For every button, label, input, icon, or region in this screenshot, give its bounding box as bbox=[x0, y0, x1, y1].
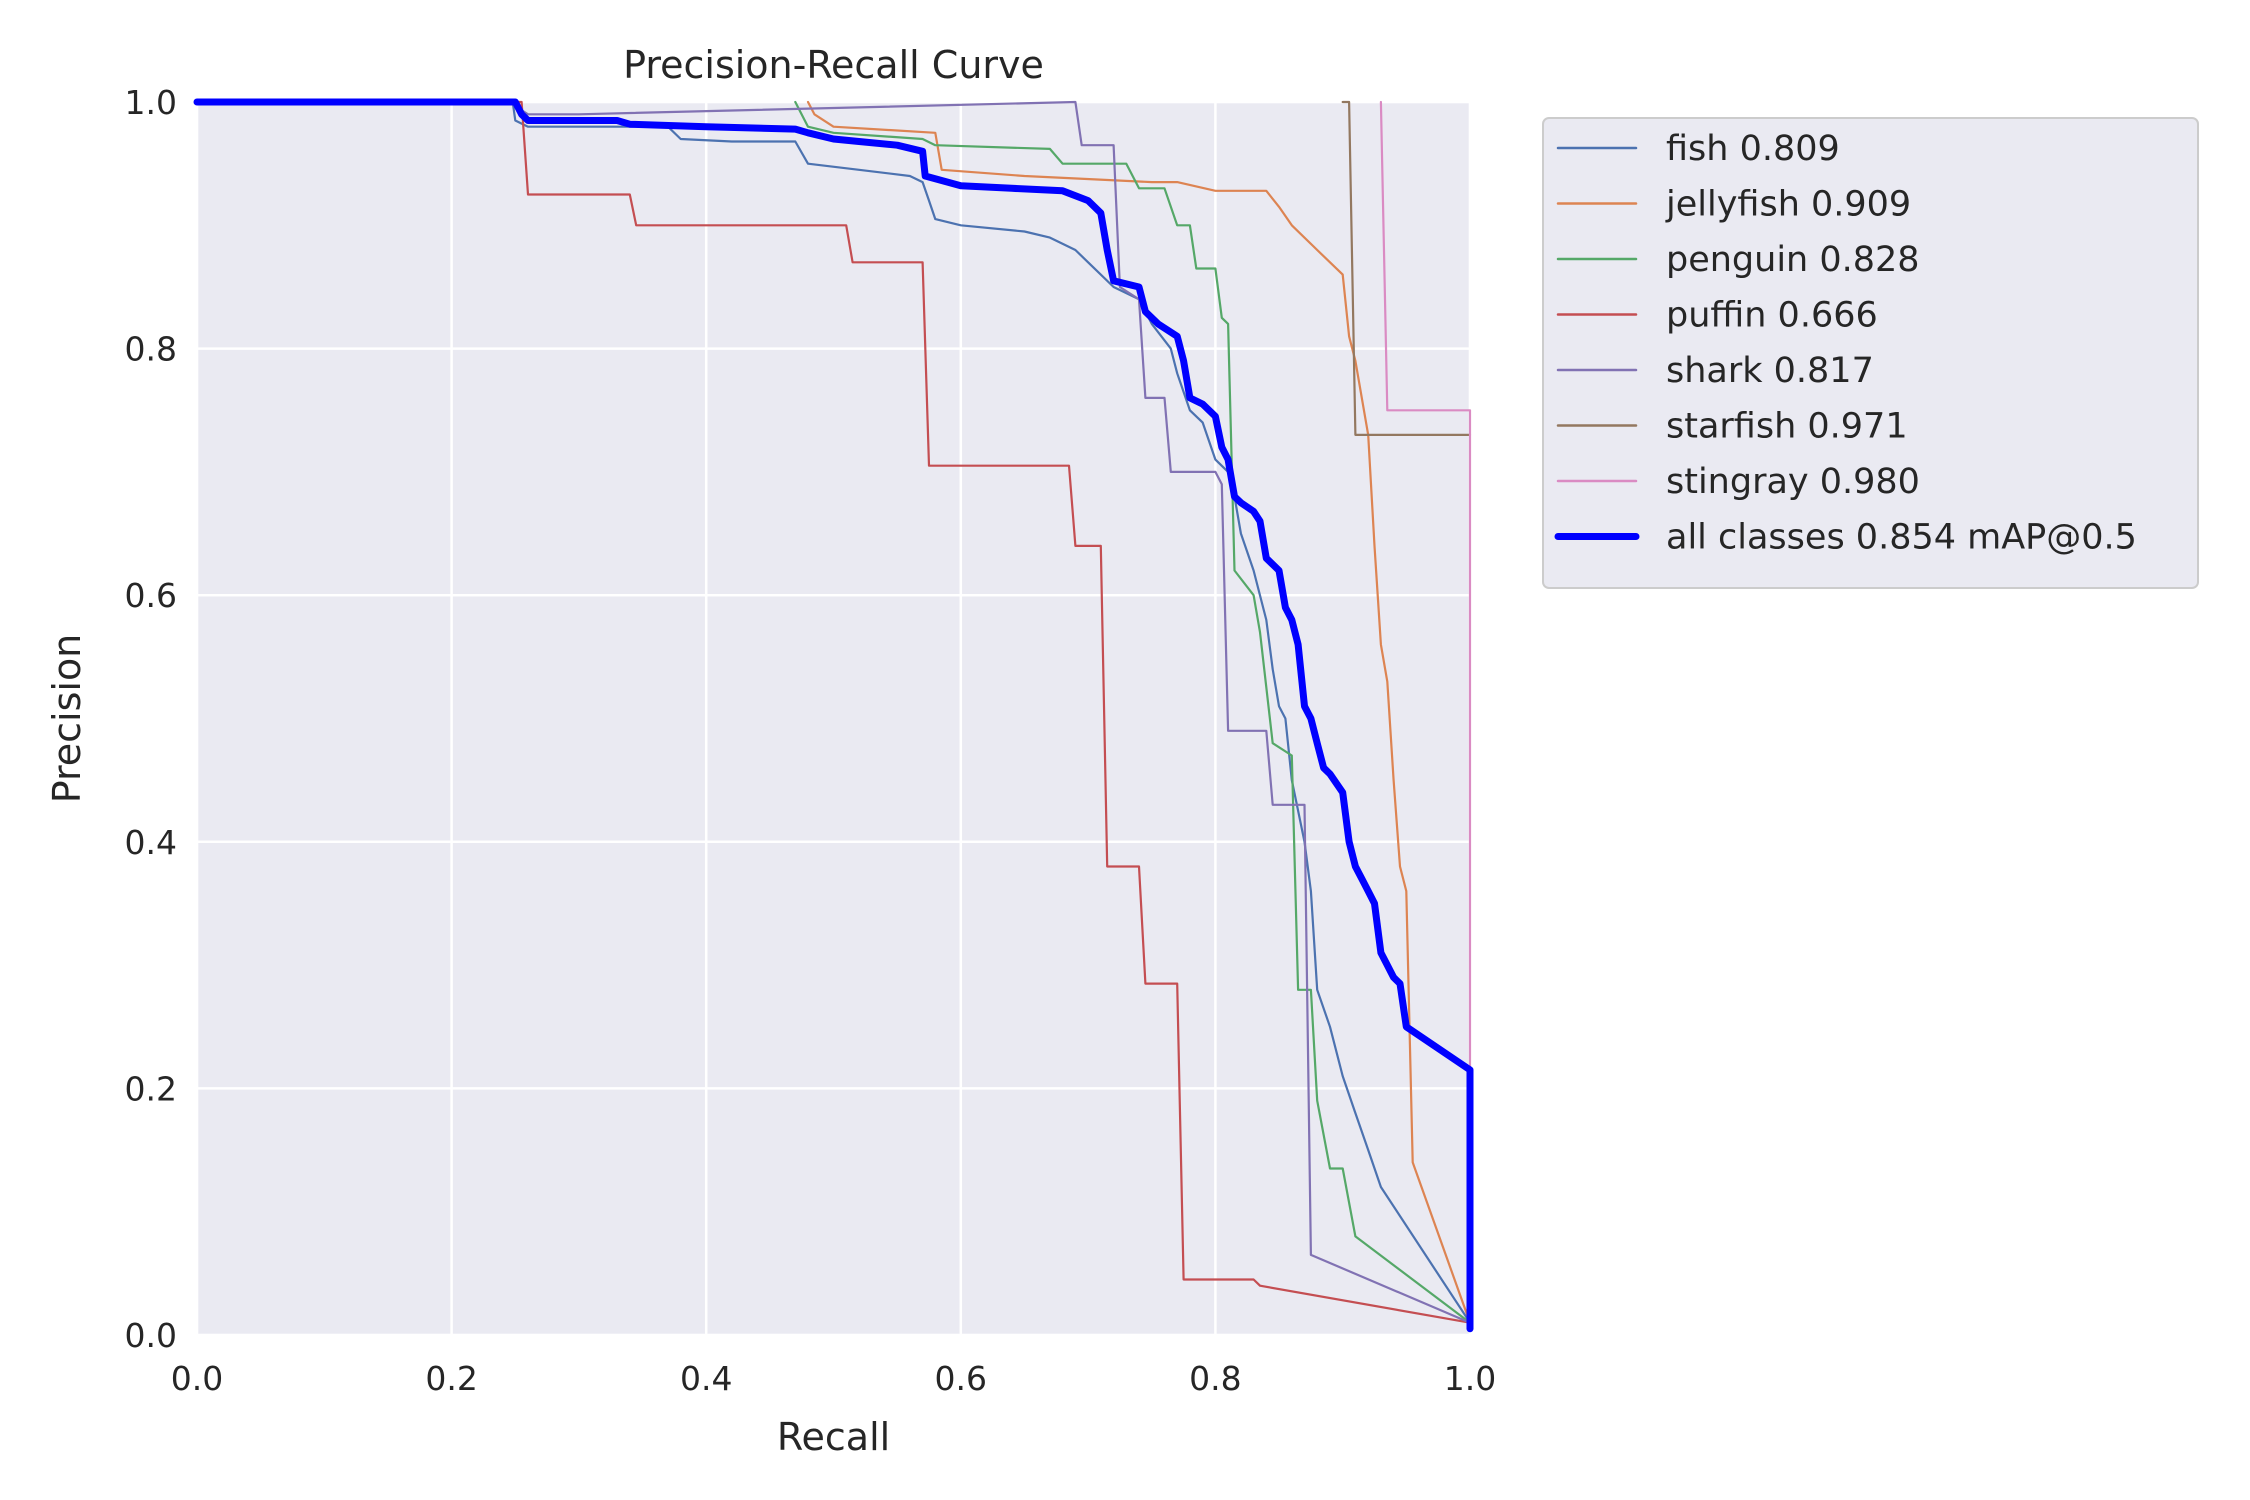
x-tick-label: 1.0 bbox=[1444, 1359, 1496, 1398]
series-line-1 bbox=[806, 100, 1472, 1324]
y-tick-label: 0.4 bbox=[125, 823, 177, 862]
series-lines bbox=[193, 98, 1474, 1333]
y-tick-label: 0.0 bbox=[125, 1316, 177, 1355]
grid-lines bbox=[195, 100, 1472, 1337]
series-line-4 bbox=[507, 100, 1472, 1324]
x-tick-label: 0.8 bbox=[1189, 1359, 1241, 1398]
legend-label: penguin 0.828 bbox=[1666, 240, 1920, 280]
x-tick-label: 0.2 bbox=[425, 1359, 477, 1398]
series-line-6 bbox=[1379, 100, 1472, 1324]
y-tick-label: 0.8 bbox=[125, 330, 177, 369]
y-tick-label: 1.0 bbox=[125, 83, 177, 122]
legend-box bbox=[1542, 117, 2199, 589]
x-tick-label: 0.4 bbox=[680, 1359, 732, 1398]
axis-ticks: 0.0 0.2 0.4 0.6 0.8 1.0 0.0 0.2 0.4 0.6 0.8 1.0 bbox=[125, 83, 1497, 1398]
x-tick-label: 0.6 bbox=[935, 1359, 987, 1398]
x-tick-label: 0.0 bbox=[171, 1359, 223, 1398]
plot-area bbox=[197, 102, 1470, 1335]
x-axis-label: Recall bbox=[777, 1415, 890, 1459]
series-line-7 bbox=[193, 98, 1474, 1333]
y-tick-label: 0.6 bbox=[125, 576, 177, 615]
legend-label: fish 0.809 bbox=[1666, 129, 1840, 169]
y-axis-label: Precision bbox=[45, 634, 89, 804]
y-tick-label: 0.2 bbox=[125, 1069, 177, 1108]
legend-label: puffin 0.666 bbox=[1666, 296, 1878, 336]
legend-label: starfish 0.971 bbox=[1666, 407, 1908, 447]
series-line-5 bbox=[1341, 100, 1472, 436]
legend-label: shark 0.817 bbox=[1666, 351, 1874, 391]
series-line-2 bbox=[794, 100, 1472, 1324]
legend: fish 0.809 jellyfish 0.909 penguin 0.828 pu… bbox=[1542, 117, 2199, 589]
series-line-0 bbox=[195, 100, 1472, 1324]
legend-label: all classes 0.854 mAP@0.5 bbox=[1666, 518, 2137, 558]
chart-title: Precision-Recall Curve bbox=[623, 43, 1044, 87]
legend-label: jellyfish 0.909 bbox=[1665, 185, 1911, 225]
series-line-3 bbox=[501, 100, 1472, 1324]
legend-label: stingray 0.980 bbox=[1666, 462, 1920, 502]
